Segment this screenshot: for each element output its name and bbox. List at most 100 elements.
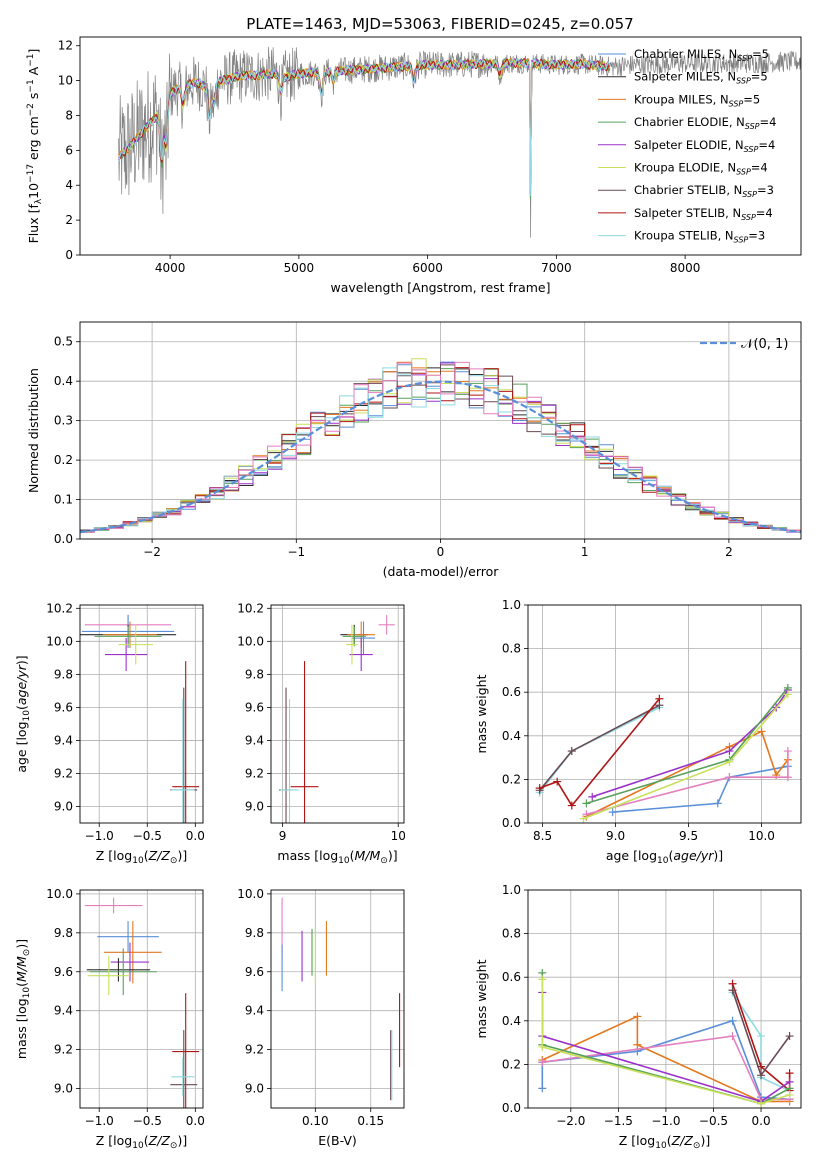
x-tick-label: −1.0: [85, 829, 114, 843]
mass-weight-marker: [725, 773, 734, 782]
panel-mw_vs_age: 8.5 9.0 9.5 10.0 0.0 0.2 0.4 0.6 0.8 1.0 age [log1…: [474, 598, 802, 866]
x-tick-label: 9.0: [606, 829, 625, 843]
x-tick-label: 5000: [284, 261, 315, 275]
x-tick-label: −0.5: [133, 829, 162, 843]
y-tick-label: 2: [65, 213, 73, 227]
plot-area: [80, 605, 203, 823]
legend: Chabrier MILES, NSSP=5 Salpeter MILES, NS…: [598, 47, 776, 245]
legend: 𝒩(0, 1): [700, 337, 788, 352]
axes-frame: [270, 889, 405, 1109]
y-tick-label: 9.4: [245, 1004, 264, 1018]
y-tick-label: 9.8: [245, 667, 264, 681]
x-tick-label: −1.5: [604, 1114, 633, 1128]
x-axis-label: E(B-V): [318, 1133, 357, 1148]
y-tick-label: 9.0: [54, 799, 73, 813]
x-tick-label: 9: [279, 829, 287, 843]
y-tick-label: 10.0: [237, 887, 264, 901]
x-tick-label: 0: [437, 545, 445, 559]
y-tick-label: 9.4: [54, 733, 73, 747]
legend-label: 𝒩(0, 1): [741, 337, 788, 352]
y-axis-label: mass weight: [474, 959, 489, 1038]
mass-weight-marker: [757, 1099, 766, 1108]
mass-weight-marker: [725, 747, 734, 756]
mass-weight-line: [541, 979, 790, 1105]
mass-weight-marker: [725, 757, 734, 766]
legend-label: Chabrier STELIB, NSSP=3: [634, 183, 774, 199]
y-tick-label: 9.2: [245, 1043, 264, 1057]
panel-mass_vs_EBV: 0.10 0.15 9.0 9.2 9.4 9.6 9.8 10.0 E(B-V): [237, 887, 405, 1148]
x-axis-label: age [log10(age/yr)]: [606, 848, 723, 866]
y-axis-label: mass weight: [474, 674, 489, 753]
y-tick-label: 9.4: [54, 1004, 73, 1018]
mass-weight-marker: [783, 773, 792, 782]
x-tick-label: −1.0: [85, 1114, 114, 1128]
mass-weight-line: [591, 689, 789, 798]
y-tick-label: 0.2: [502, 1057, 521, 1071]
mass-weight-marker: [538, 1058, 547, 1067]
mass-weight-marker: [783, 747, 792, 756]
mass-weight-marker: [785, 1090, 794, 1099]
legend-label: Chabrier ELODIE, NSSP=4: [634, 115, 776, 131]
x-axis-label: wavelength [Angstrom, rest frame]: [330, 280, 550, 295]
panel-age_vs_mass: 9 10 9.0 9.2 9.4 9.6 9.8 10.0 10.2 mass [log10(M/…: [237, 601, 406, 866]
x-tick-label: 7000: [541, 261, 572, 275]
y-tick-label: 9.6: [54, 965, 73, 979]
mass-weight-line: [731, 992, 790, 1092]
x-tick-label: 0.15: [357, 1114, 384, 1128]
mass-weight-line: [586, 751, 789, 816]
x-axis-label: Z [log10(Z/Z⊙)]: [96, 848, 187, 866]
panel-residuals: 𝒩(0, 1) −2 −1 0 1 2 0.0 0.1 0.2 0.3 0.4 0.5 (data-mo…: [26, 321, 802, 579]
y-tick-label: 0.4: [54, 374, 73, 388]
y-tick-label: 0.8: [502, 927, 521, 941]
x-tick-label: −2: [143, 545, 161, 559]
y-tick-label: 0.2: [502, 772, 521, 786]
axes-frame: [79, 36, 802, 256]
y-tick-label: 9.6: [245, 700, 264, 714]
y-tick-label: 9.2: [54, 1043, 73, 1057]
mass-weight-marker: [783, 690, 792, 699]
x-tick-label: 0.0: [186, 829, 205, 843]
panel-spectrum: Chabrier MILES, NSSP=5 Salpeter MILES, NS…: [26, 36, 802, 295]
mass-weight-line: [586, 730, 789, 818]
plot-area: [271, 890, 404, 1108]
y-tick-label: 6: [65, 143, 73, 157]
plot-area: [271, 605, 404, 823]
mass-weight-marker: [633, 1040, 642, 1049]
x-tick-label: 1: [581, 545, 589, 559]
y-tick-label: 10.0: [46, 634, 73, 648]
mass-weight-marker: [728, 986, 737, 995]
x-tick-label: −2.0: [556, 1114, 585, 1128]
x-tick-label: 0.0: [186, 1114, 205, 1128]
mass-weight-marker: [757, 1071, 766, 1080]
y-tick-label: 10.2: [237, 601, 264, 615]
y-tick-label: 9.8: [245, 926, 264, 940]
axes-frame: [527, 604, 802, 824]
y-tick-label: 0: [65, 248, 73, 262]
y-tick-label: 0.2: [54, 453, 73, 467]
mass-weight-line: [539, 704, 660, 791]
mass-weight-marker: [567, 747, 576, 756]
plot-area: [528, 890, 801, 1108]
mass-weight-marker: [785, 1069, 794, 1078]
mass-weight-line: [583, 693, 789, 820]
panel-age_vs_Z: −1.0 −0.5 0.0 9.0 9.2 9.4 9.6 9.8 10.0 10.2 Z [log…: [14, 601, 205, 866]
y-tick-label: 8: [65, 108, 73, 122]
residual-histogram: [80, 361, 801, 533]
x-tick-label: 10.0: [748, 829, 775, 843]
y-tick-label: 9.2: [54, 766, 73, 780]
y-tick-label: 1.0: [502, 598, 521, 612]
mass-weight-marker: [608, 808, 617, 817]
mass-weight-line: [612, 765, 789, 813]
plot-area: [80, 890, 203, 1108]
mass-weight-marker: [579, 814, 588, 823]
y-tick-label: 4: [65, 178, 73, 192]
x-tick-label: −1: [287, 545, 305, 559]
figure-title: PLATE=1463, MJD=53063, FIBERID=0245, z=0…: [246, 15, 633, 33]
y-tick-label: 0.8: [502, 642, 521, 656]
y-tick-label: 0.3: [54, 414, 73, 428]
y-tick-label: 9.0: [245, 799, 264, 813]
legend-label: Salpeter ELODIE, NSSP=4: [634, 138, 775, 154]
y-tick-label: 0.5: [54, 335, 73, 349]
y-tick-label: 0.0: [54, 532, 73, 546]
